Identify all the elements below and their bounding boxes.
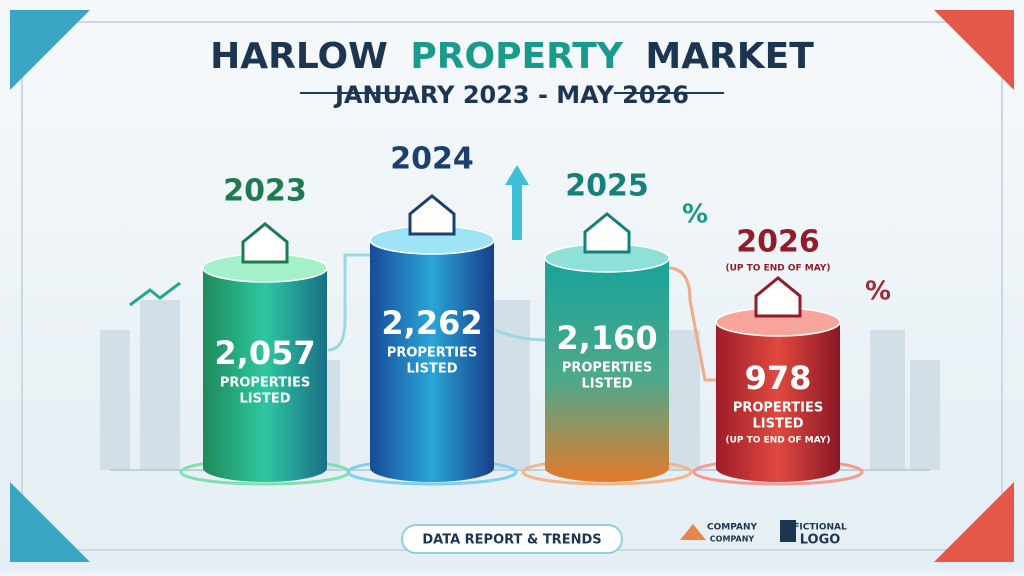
value-note: (UP TO END OF MAY) (726, 436, 831, 446)
percent-icon: % (865, 277, 891, 307)
title-part: PROPERTY (410, 36, 623, 77)
year: 2026 (736, 225, 820, 260)
corner (934, 10, 1014, 90)
percent-icon: % (682, 200, 708, 230)
house-icon (408, 194, 456, 236)
value-label: PROPERTIES (387, 346, 477, 361)
logo-text: COMPANY (707, 523, 757, 533)
year: 2024 (390, 142, 474, 177)
logo-mark (780, 520, 796, 542)
value: 2,057 (214, 334, 315, 372)
year: 2023 (223, 174, 307, 209)
value-label: PROPERTIES (733, 401, 823, 416)
value-label: LISTED (752, 417, 803, 432)
value-label: LISTED (239, 392, 290, 407)
corner (10, 482, 90, 562)
house-icon (241, 222, 289, 264)
logo-mark (680, 524, 706, 540)
corner (10, 10, 90, 90)
title: HARLOW PROPERTY MARKET (210, 36, 814, 77)
badge (401, 524, 623, 554)
corner (934, 482, 1014, 562)
subtitle: JANUARY 2023 - MAY 2026 (333, 81, 689, 109)
year-note: (UP TO END OF MAY) (726, 264, 831, 274)
value-label: LISTED (581, 377, 632, 392)
connector (494, 328, 546, 342)
value: 2,262 (381, 304, 482, 342)
trend-icon (129, 281, 181, 307)
badge-text: DATA REPORT & TRENDS (422, 533, 601, 548)
connector (667, 266, 718, 382)
cylinder (716, 322, 840, 482)
house-icon (754, 276, 802, 318)
connector (327, 253, 372, 352)
logo-text: COMPANY (710, 535, 755, 544)
cylinder (545, 258, 669, 482)
value-label: PROPERTIES (220, 376, 310, 391)
logo-text: FICTIONAL (793, 523, 847, 533)
value: 978 (745, 359, 812, 397)
cylinder (370, 240, 494, 482)
title-part: HARLOW (210, 36, 388, 77)
year: 2025 (565, 169, 649, 204)
house-icon (583, 212, 631, 254)
value-label: LISTED (406, 362, 457, 377)
cylinder (203, 268, 327, 482)
value-label: PROPERTIES (562, 361, 652, 376)
value: 2,160 (556, 319, 657, 357)
logo-text: LOGO (800, 533, 841, 548)
title-part: MARKET (645, 36, 814, 77)
arrow-icon (505, 165, 529, 240)
